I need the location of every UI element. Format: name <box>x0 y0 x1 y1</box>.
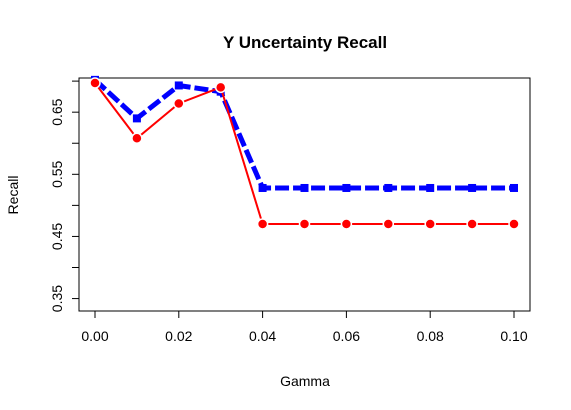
series-point-1 <box>174 81 183 90</box>
series-point-2 <box>382 218 395 230</box>
series-layer <box>89 75 520 230</box>
y-axis: 0.35 0.45 0.55 0.65 <box>49 80 79 312</box>
series-point-2 <box>424 218 436 230</box>
series-point-1 <box>258 183 267 192</box>
series-line-1 <box>93 78 514 191</box>
series-point-1 <box>300 183 309 192</box>
series-point-2 <box>214 81 227 94</box>
series-point-2 <box>298 218 311 230</box>
series-point-2 <box>131 132 143 145</box>
y-tick-label: 0.45 <box>49 223 65 250</box>
plot-frame <box>78 77 531 312</box>
series-point-1 <box>132 114 141 123</box>
x-tick-label: 0.04 <box>249 328 276 344</box>
x-tick-label: 0.06 <box>333 328 360 344</box>
chart-title: Y Uncertainty Recall <box>223 33 387 52</box>
x-tick-label: 0.02 <box>165 328 192 344</box>
y-tick-label: 0.55 <box>49 160 65 187</box>
y-axis-label: Recall <box>5 176 21 215</box>
series-point-1 <box>468 183 477 192</box>
series-point-1 <box>510 183 518 192</box>
x-tick-label: 0.00 <box>81 328 108 344</box>
series-point-1 <box>426 183 435 192</box>
series-point-2 <box>89 77 101 89</box>
x-tick-label: 0.08 <box>417 328 444 344</box>
series-point-2 <box>256 218 269 230</box>
y-tick-label: 0.35 <box>49 285 65 312</box>
x-axis-label: Gamma <box>280 373 330 389</box>
series-point-2 <box>508 218 520 230</box>
series-point-2 <box>466 218 478 230</box>
series-point-1 <box>384 183 393 192</box>
x-tick-label: 0.10 <box>500 328 527 344</box>
series-point-2 <box>173 97 185 110</box>
series-point-2 <box>340 218 353 230</box>
y-tick-label: 0.65 <box>49 98 65 125</box>
series-point-1 <box>342 183 351 192</box>
x-axis: 0.00 0.02 0.04 0.06 0.08 0.10 <box>81 311 528 344</box>
